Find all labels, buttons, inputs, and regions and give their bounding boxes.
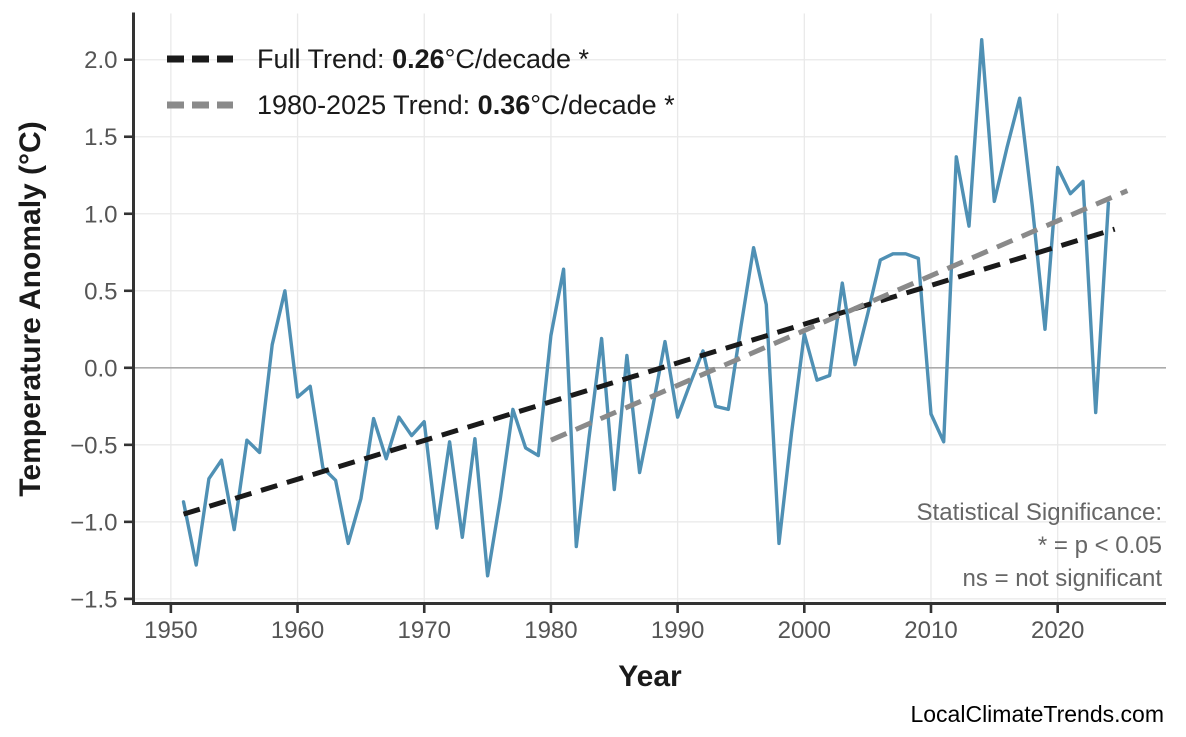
- significance-note: Statistical Significance: * = p < 0.05 n…: [917, 496, 1162, 595]
- full-trend-line: [182, 226, 1116, 517]
- legend-full-suffix: °C/decade *: [444, 43, 590, 74]
- y-tick-label: −1.0: [70, 509, 117, 536]
- x-tick-label: 1970: [398, 617, 451, 644]
- legend-full-value: 0.26: [392, 43, 445, 74]
- legend-label-full-trend: Full Trend: 0.26°C/decade *: [257, 44, 589, 75]
- anomaly-line: [181, 38, 1111, 578]
- recent-trend-dash-swatch: [167, 101, 233, 109]
- y-tick-label: 0.0: [84, 355, 117, 382]
- legend-item-full-trend: Full Trend: 0.26°C/decade *: [167, 42, 675, 76]
- legend: Full Trend: 0.26°C/decade * 1980-2025 Tr…: [167, 42, 675, 134]
- significance-note-line3: ns = not significant: [962, 565, 1162, 592]
- legend-recent-suffix: °C/decade *: [530, 89, 675, 120]
- significance-note-line2: * = p < 0.05: [1037, 532, 1162, 559]
- x-tick-label: 2000: [778, 617, 831, 644]
- y-tick-label: −1.5: [70, 586, 117, 613]
- y-tick-label: 0.5: [84, 278, 117, 305]
- legend-label-recent-trend: 1980-2025 Trend: 0.36°C/decade *: [257, 90, 675, 121]
- x-tick-label: 2010: [904, 617, 957, 644]
- x-tick-label: 2020: [1031, 617, 1084, 644]
- significance-note-line1: Statistical Significance:: [916, 499, 1162, 526]
- watermark: LocalClimateTrends.com: [910, 701, 1164, 727]
- y-tick-label: 1.0: [84, 201, 117, 228]
- legend-recent-value: 0.36: [477, 89, 531, 120]
- x-tick-label: 1980: [524, 617, 577, 644]
- recent-trend-line: [549, 188, 1129, 443]
- y-axis-title: Temperature Anomaly (°C): [14, 121, 47, 497]
- y-tick-label: −0.5: [70, 432, 117, 459]
- full-trend-dash-swatch: [167, 55, 233, 63]
- legend-item-recent-trend: 1980-2025 Trend: 0.36°C/decade *: [167, 88, 675, 122]
- x-tick-label: 1960: [271, 617, 324, 644]
- x-tick-label: 1950: [144, 617, 197, 644]
- legend-recent-prefix: 1980-2025 Trend:: [257, 89, 478, 120]
- legend-full-prefix: Full Trend:: [257, 43, 393, 74]
- y-tick-label: 1.5: [84, 124, 117, 151]
- y-tick-label: 2.0: [84, 47, 117, 74]
- x-tick-label: 1990: [651, 617, 704, 644]
- x-axis-title: Year: [618, 660, 682, 693]
